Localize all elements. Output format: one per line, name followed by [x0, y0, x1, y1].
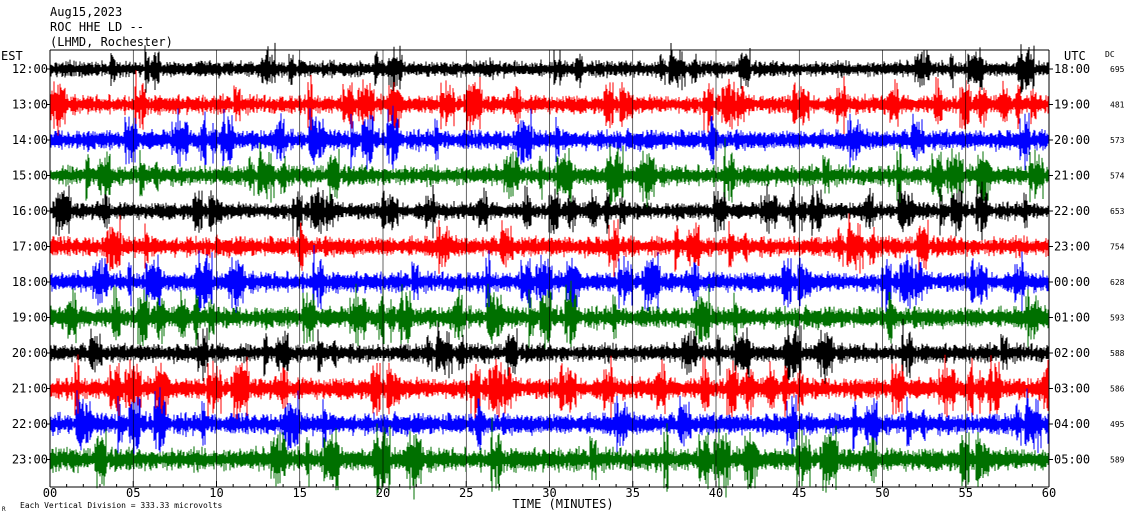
date-label: Aug15,2023 [50, 5, 122, 19]
est-hour-label: 14:00 [12, 133, 48, 147]
est-hour-label: 13:00 [12, 98, 48, 112]
dc-offset-value: 593 [1110, 314, 1125, 323]
utc-hour-label: 02:00 [1054, 346, 1090, 360]
location-label: (LHMD, Rochester) [50, 35, 173, 49]
est-hour-label: 22:00 [12, 417, 48, 431]
dc-offset-value: 754 [1110, 243, 1125, 252]
dc-offset-value: 586 [1110, 385, 1125, 394]
minute-gridlines [132, 50, 967, 487]
dc-offset-value: 628 [1110, 278, 1125, 287]
est-hour-label: 18:00 [12, 275, 48, 289]
x-tick-label: 50 [875, 486, 889, 500]
est-hour-label: 21:00 [12, 382, 48, 396]
x-tick-label: 25 [459, 486, 473, 500]
est-axis-label: EST [1, 49, 23, 63]
dc-offset-value: 481 [1110, 101, 1125, 110]
x-tick-label: 45 [792, 486, 806, 500]
est-hour-label: 19:00 [12, 311, 48, 325]
x-axis-title: TIME (MINUTES) [512, 497, 613, 511]
utc-axis-label: UTC [1064, 49, 1086, 63]
x-tick-label: 10 [209, 486, 223, 500]
x-tick-label: 60 [1042, 486, 1056, 500]
dc-offset-value: 695 [1110, 65, 1125, 74]
dc-offset-value: 589 [1110, 456, 1125, 465]
axis-labels: Aug15,2023 ROC HHE LD -- (LHMD, Rocheste… [1, 5, 1115, 513]
row-labels: 12:00 18:00 695 13:00 19:00 481 14:00 20:00 573 1… [12, 62, 1125, 467]
dc-offset-value: 495 [1110, 420, 1125, 429]
dc-offset-value: 588 [1110, 349, 1125, 358]
plot-frame [46, 49, 1053, 488]
x-tick-label: 00 [43, 486, 57, 500]
est-hour-label: 23:00 [12, 453, 48, 467]
x-tick-label: 20 [376, 486, 390, 500]
x-tick-label: 15 [293, 486, 307, 500]
utc-hour-label: 20:00 [1054, 133, 1090, 147]
utc-hour-label: 01:00 [1054, 311, 1090, 325]
x-tick-label: 35 [626, 486, 640, 500]
est-hour-label: 20:00 [12, 346, 48, 360]
x-tick-labels: 00 05 10 15 20 25 30 35 40 45 50 55 60 [43, 486, 1056, 500]
dc-column-label: DC [1105, 50, 1115, 59]
utc-hour-label: 18:00 [1054, 62, 1090, 76]
est-hour-label: 15:00 [12, 169, 48, 183]
est-hour-label: 12:00 [12, 62, 48, 76]
utc-hour-label: 23:00 [1054, 240, 1090, 254]
utc-hour-label: 22:00 [1054, 204, 1090, 218]
est-hour-label: 16:00 [12, 204, 48, 218]
utc-hour-label: 21:00 [1054, 169, 1090, 183]
utc-hour-label: 19:00 [1054, 98, 1090, 112]
utc-hour-label: 03:00 [1054, 382, 1090, 396]
x-tick-label: 05 [126, 486, 140, 500]
est-hour-label: 17:00 [12, 240, 48, 254]
x-tick-label: 40 [709, 486, 723, 500]
dc-offset-value: 653 [1110, 207, 1125, 216]
x-tick-label: 55 [959, 486, 973, 500]
scale-note: Each Vertical Division = 333.33 microvol… [20, 501, 222, 510]
dc-offset-value: 573 [1110, 136, 1125, 145]
x-tick-label: 30 [542, 486, 556, 500]
footer-mark: R [2, 506, 6, 513]
utc-hour-label: 00:00 [1054, 275, 1090, 289]
channel-label: ROC HHE LD -- [50, 20, 144, 34]
utc-hour-label: 05:00 [1054, 453, 1090, 467]
utc-hour-label: 04:00 [1054, 417, 1090, 431]
dc-offset-value: 574 [1110, 172, 1125, 181]
